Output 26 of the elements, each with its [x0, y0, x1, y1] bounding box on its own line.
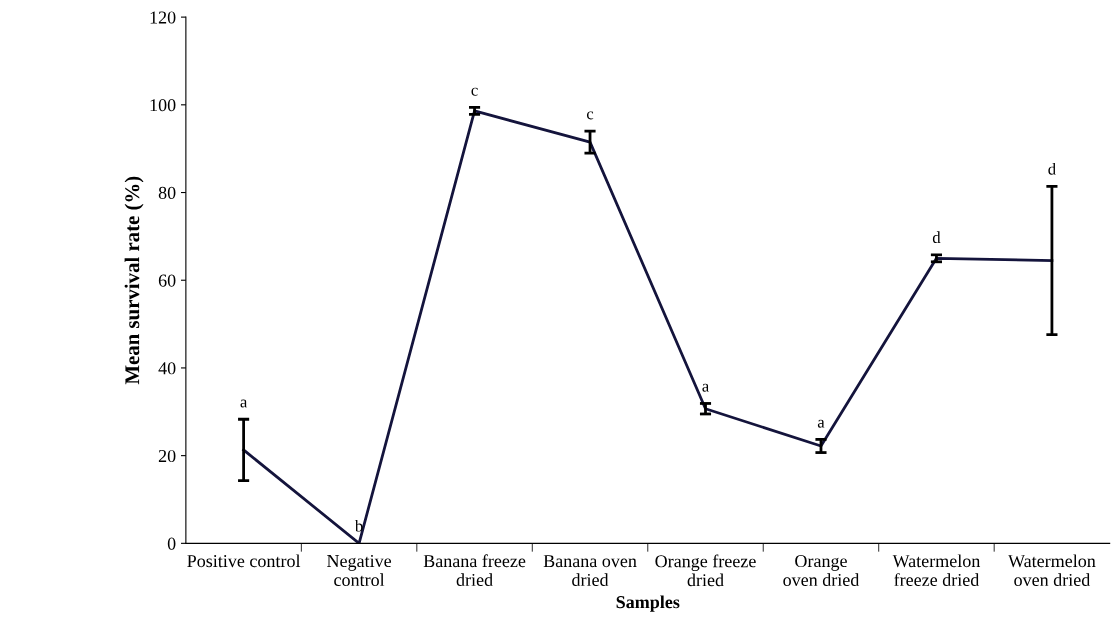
x-tick-label: Watermelon oven dried	[1008, 554, 1096, 587]
x-tick-label: Orange oven dried	[783, 554, 860, 587]
x-tick-label: Orange freeze dried	[655, 554, 756, 587]
y-tick-label: 0	[167, 537, 176, 550]
x-tick-label: Banana oven dried	[543, 555, 637, 587]
y-tick-label: 80	[158, 186, 176, 199]
x-tick-label: Positive control	[187, 554, 301, 568]
x-tick-label: Negative control	[327, 554, 392, 587]
x-tick-label: Watermelon freeze dried	[892, 554, 981, 587]
y-axis-title: Mean survival rate (%)	[124, 176, 144, 385]
x-tick-label: Banana freeze dried	[423, 554, 526, 587]
annotation: a	[702, 383, 709, 392]
annotation: c	[471, 87, 478, 96]
y-tick-label: 100	[150, 99, 176, 112]
annotation: c	[586, 111, 594, 120]
y-tick-label: 20	[158, 449, 176, 463]
annotation: d	[1048, 162, 1056, 175]
annotation: a	[240, 399, 248, 408]
x-axis-title: Samples	[616, 595, 680, 612]
annotation: d	[932, 231, 941, 244]
annotation: a	[817, 419, 825, 428]
y-tick-label: 40	[158, 362, 176, 375]
y-tick-label: 60	[158, 274, 176, 287]
annotation: b	[354, 519, 363, 532]
y-tick-label: 120	[150, 11, 176, 24]
line-series	[242, 109, 1054, 544]
